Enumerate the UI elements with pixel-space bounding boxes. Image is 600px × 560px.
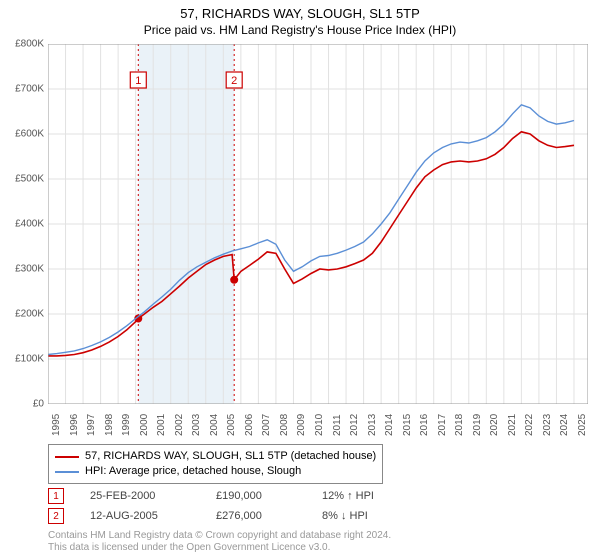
xtick-label: 2011 — [332, 414, 343, 436]
event-marker-box: 1 — [48, 488, 64, 504]
xtick-label: 1995 — [51, 414, 62, 436]
xtick-label: 2012 — [349, 414, 360, 436]
svg-text:1: 1 — [135, 75, 141, 87]
footer-attribution: Contains HM Land Registry data © Crown c… — [48, 530, 391, 554]
xtick-label: 2005 — [226, 414, 237, 436]
ytick-label: £700K — [15, 84, 44, 95]
svg-text:2: 2 — [231, 75, 237, 87]
ytick-label: £800K — [15, 39, 44, 50]
footer-line-2: This data is licensed under the Open Gov… — [48, 542, 391, 554]
xtick-label: 2017 — [437, 414, 448, 436]
xtick-label: 2010 — [314, 414, 325, 436]
footer-line-1: Contains HM Land Registry data © Crown c… — [48, 530, 391, 542]
event-price: £190,000 — [216, 490, 296, 502]
ytick-label: £200K — [15, 309, 44, 320]
xtick-label: 2015 — [402, 414, 413, 436]
xtick-label: 2007 — [261, 414, 272, 436]
xtick-label: 2022 — [524, 414, 535, 436]
event-marker-box: 2 — [48, 508, 64, 524]
xtick-label: 2002 — [174, 414, 185, 436]
ytick-label: £0 — [33, 399, 44, 410]
xtick-label: 2018 — [454, 414, 465, 436]
event-date: 12-AUG-2005 — [90, 510, 190, 522]
xtick-label: 2025 — [577, 414, 588, 436]
xtick-label: 1997 — [86, 414, 97, 436]
ytick-label: £400K — [15, 219, 44, 230]
xtick-label: 2004 — [209, 414, 220, 436]
legend-row: 57, RICHARDS WAY, SLOUGH, SL1 5TP (detac… — [55, 449, 376, 464]
xtick-label: 2006 — [244, 414, 255, 436]
xtick-label: 1998 — [104, 414, 115, 436]
xtick-label: 2016 — [419, 414, 430, 436]
legend-label: 57, RICHARDS WAY, SLOUGH, SL1 5TP (detac… — [85, 449, 376, 464]
legend-label: HPI: Average price, detached house, Slou… — [85, 464, 301, 479]
xtick-label: 2001 — [156, 414, 167, 436]
legend: 57, RICHARDS WAY, SLOUGH, SL1 5TP (detac… — [48, 444, 383, 484]
event-row: 2 12-AUG-2005 £276,000 8% ↓ HPI — [48, 506, 412, 526]
xtick-label: 2019 — [472, 414, 483, 436]
xtick-label: 2009 — [296, 414, 307, 436]
ytick-label: £300K — [15, 264, 44, 275]
xtick-label: 2021 — [507, 414, 518, 436]
xtick-label: 2020 — [489, 414, 500, 436]
ytick-label: £500K — [15, 174, 44, 185]
ytick-label: £600K — [15, 129, 44, 140]
event-note: 12% ↑ HPI — [322, 490, 412, 502]
xtick-label: 1996 — [69, 414, 80, 436]
legend-swatch — [55, 471, 79, 473]
event-date: 25-FEB-2000 — [90, 490, 190, 502]
chart-title: 57, RICHARDS WAY, SLOUGH, SL1 5TP — [0, 0, 600, 21]
xtick-label: 2003 — [191, 414, 202, 436]
xtick-label: 2013 — [367, 414, 378, 436]
xtick-label: 2014 — [384, 414, 395, 436]
legend-row: HPI: Average price, detached house, Slou… — [55, 464, 376, 479]
event-note: 8% ↓ HPI — [322, 510, 412, 522]
xtick-label: 1999 — [121, 414, 132, 436]
ytick-label: £100K — [15, 354, 44, 365]
event-row: 1 25-FEB-2000 £190,000 12% ↑ HPI — [48, 486, 412, 506]
event-table: 1 25-FEB-2000 £190,000 12% ↑ HPI 2 12-AUG-200… — [48, 486, 412, 526]
price-chart: 12 — [48, 44, 588, 404]
xtick-label: 2008 — [279, 414, 290, 436]
xtick-label: 2000 — [139, 414, 150, 436]
event-price: £276,000 — [216, 510, 296, 522]
legend-swatch — [55, 456, 79, 458]
xtick-label: 2024 — [559, 414, 570, 436]
chart-subtitle: Price paid vs. HM Land Registry's House … — [0, 21, 600, 41]
xtick-label: 2023 — [542, 414, 553, 436]
